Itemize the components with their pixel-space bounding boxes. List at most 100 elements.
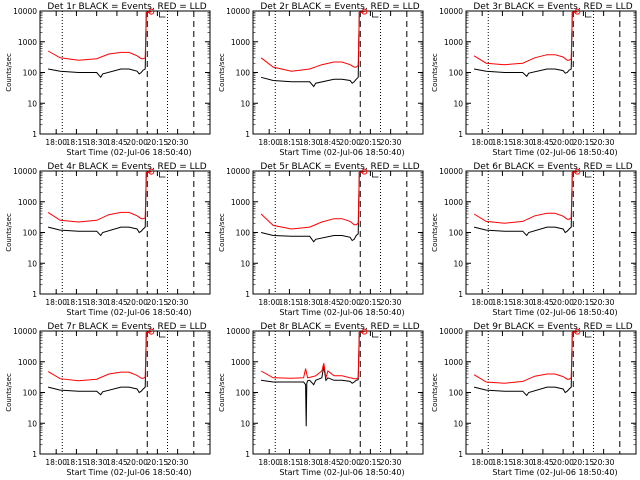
x-tick-label: 20:30 [167,138,189,147]
x-tick-label: 18:30 [86,138,108,147]
x-tick-label: 18:15 [279,298,301,307]
x-tick-label: 20:15 [360,298,382,307]
events-series-line [474,11,578,78]
y-tick-label: 10 [453,99,463,108]
y-tick-label: 1 [458,130,463,139]
plot-frame [39,170,211,295]
plot-frame [252,10,424,135]
bracket-marker [372,332,379,338]
detector-panel-5: Det 5r BLACK = Events, RED = LLD 1 10 100 10… [218,162,424,317]
x-tick-label: 20:15 [147,298,169,307]
y-tick-label: 1000 [18,38,37,47]
panel-title: Det 9r BLACK = Events, RED = LLD [473,322,632,332]
y-tick-label: 10 [27,99,37,108]
y-tick-label: 100 [23,389,38,398]
x-tick-label: 18:45 [106,298,128,307]
y-tick-label: 1 [458,450,463,459]
y-tick-label: 1000 [444,198,463,207]
x-tick-label: 18:30 [299,458,321,467]
y-tick-label: 10 [240,99,250,108]
plot-frame [465,330,637,455]
x-tick-label: 18:45 [319,298,341,307]
x-tick-label: 18:00 [45,298,67,307]
y-tick-label: 10 [27,259,37,268]
panel-title: Det 2r BLACK = Events, RED = LLD [260,2,419,12]
y-tick-label: 10000 [226,327,250,336]
y-axis-label: Counts/sec [431,373,439,412]
bracket-marker [159,172,166,178]
panel-title: Det 7r BLACK = Events, RED = LLD [47,322,206,332]
x-axis-label: Start Time (02-Jul-06 18:50:40) [279,308,404,317]
y-tick-label: 100 [23,229,38,238]
x-tick-label: 18:00 [258,298,280,307]
saturation-marker [361,168,368,175]
y-tick-label: 10 [240,259,250,268]
y-tick-label: 1000 [444,38,463,47]
x-tick-label: 20:15 [573,298,595,307]
y-tick-label: 10 [240,419,250,428]
x-tick-label: 18:30 [299,138,321,147]
y-tick-label: 1 [245,290,250,299]
y-tick-label: 10000 [13,327,37,336]
events-series-line [47,331,152,396]
x-tick-label: 20:30 [593,298,615,307]
lld-series-line [47,171,152,223]
detector-panel-6: Det 6r BLACK = Events, RED = LLD 1 10 100 10… [431,162,637,317]
y-tick-label: 100 [449,229,464,238]
plot-frame [39,10,211,135]
lld-series-line [473,331,578,384]
x-tick-label: 18:15 [279,458,301,467]
bracket-marker [585,12,592,18]
x-tick-label: 18:45 [532,138,554,147]
x-tick-label: 18:00 [258,458,280,467]
y-tick-label: 1 [32,290,37,299]
x-tick-label: 18:30 [86,458,108,467]
x-tick-label: 18:15 [492,458,514,467]
x-tick-label: 18:15 [492,138,514,147]
y-tick-label: 100 [236,229,251,238]
y-tick-label: 100 [449,389,464,398]
x-tick-label: 20:30 [380,298,402,307]
x-tick-label: 18:45 [532,298,554,307]
detector-panel-2: Det 2r BLACK = Events, RED = LLD 1 10 100 10… [218,2,424,157]
x-tick-label: 18:00 [45,138,67,147]
lld-series-line [473,11,578,66]
plot-frame [39,330,211,455]
detector-panel-9: Det 9r BLACK = Events, RED = LLD 1 10 100 10… [431,322,637,477]
saturation-marker [148,8,155,15]
plot-frame [465,10,637,135]
y-axis-label: Counts/sec [431,53,439,92]
y-tick-label: 1 [245,130,250,139]
y-tick-label: 1 [32,130,37,139]
y-tick-label: 1000 [231,358,250,367]
x-tick-label: 20:00 [339,458,361,467]
x-tick-label: 20:30 [593,458,615,467]
panel-title: Det 8r BLACK = Events, RED = LLD [260,322,419,332]
x-tick-label: 20:30 [593,138,615,147]
y-axis-label: Counts/sec [218,213,226,252]
x-tick-label: 18:15 [279,138,301,147]
x-tick-label: 18:30 [512,138,534,147]
lld-series-line [260,171,365,230]
x-tick-label: 20:00 [552,138,574,147]
saturation-marker [574,328,581,335]
plot-frame [252,170,424,295]
x-tick-label: 18:00 [471,138,493,147]
y-tick-label: 10000 [439,7,463,16]
bracket-marker [585,172,592,178]
y-tick-label: 1000 [231,198,250,207]
x-axis-label: Start Time (02-Jul-06 18:50:40) [66,308,191,317]
x-tick-label: 18:00 [471,298,493,307]
x-tick-label: 20:00 [126,298,148,307]
bracket-marker [159,12,166,18]
y-tick-label: 1 [245,450,250,459]
panel-title: Det 4r BLACK = Events, RED = LLD [47,162,206,172]
x-tick-label: 20:00 [552,298,574,307]
x-tick-label: 18:30 [86,298,108,307]
y-tick-label: 1000 [231,38,250,47]
lld-series-line [47,331,152,382]
y-tick-label: 100 [236,69,251,78]
plot-frame [465,170,637,295]
x-tick-label: 20:30 [380,138,402,147]
x-tick-label: 20:00 [552,458,574,467]
